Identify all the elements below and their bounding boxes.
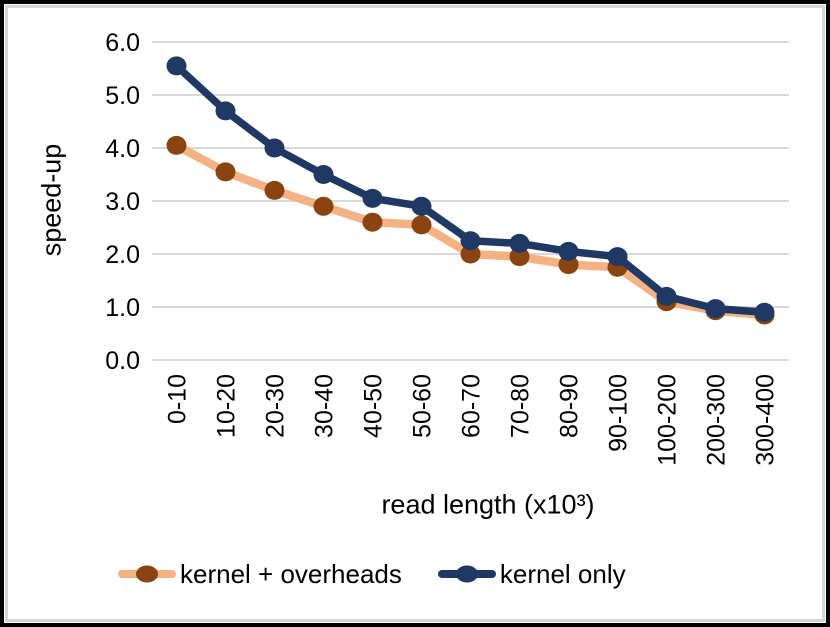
svg-text:40-50: 40-50 [360, 374, 388, 438]
data-point [411, 215, 432, 235]
svg-text:20-30: 20-30 [262, 374, 290, 438]
svg-text:10-20: 10-20 [213, 374, 241, 438]
legend-item-kernel-overheads: kernel + overheads [118, 559, 402, 590]
data-point [705, 299, 726, 319]
svg-text:200-300: 200-300 [703, 374, 731, 466]
data-point [558, 241, 579, 261]
data-point [509, 247, 530, 267]
data-point [460, 231, 481, 251]
svg-text:0.0: 0.0 [105, 347, 140, 375]
data-point [313, 196, 334, 216]
svg-text:0-10: 0-10 [164, 374, 192, 424]
svg-text:100-200: 100-200 [654, 374, 682, 466]
legend-item-kernel-only: kernel only [437, 558, 626, 590]
data-point [607, 247, 628, 267]
svg-text:6.0: 6.0 [105, 29, 140, 57]
y-axis-title: speed-up [36, 143, 67, 257]
data-point [754, 302, 775, 322]
svg-text:90-100: 90-100 [605, 374, 633, 452]
legend-label-kernel-overheads: kernel + overheads [180, 558, 402, 589]
legend-swatch-kernel-overheads-icon [118, 564, 176, 584]
series-kernel-only [166, 56, 775, 322]
data-point [411, 196, 432, 216]
svg-text:50-60: 50-60 [409, 374, 437, 438]
data-point [313, 165, 334, 184]
data-point [509, 233, 530, 253]
data-point [215, 101, 236, 121]
svg-text:3.0: 3.0 [105, 188, 140, 216]
data-point [656, 286, 677, 306]
series-kernel-overheads [166, 135, 775, 325]
data-point [166, 135, 187, 155]
svg-text:70-80: 70-80 [507, 374, 535, 438]
data-point [215, 162, 236, 182]
legend-dot-sample-icon [455, 565, 478, 583]
svg-text:300-400: 300-400 [752, 374, 780, 466]
svg-text:2.0: 2.0 [105, 241, 140, 269]
data-point [166, 56, 187, 76]
legend-dot-sample-icon [136, 565, 158, 583]
data-point [558, 255, 579, 275]
svg-text:60-70: 60-70 [458, 374, 486, 438]
data-point [264, 180, 285, 200]
x-axis-tick-labels: 0-10 10-20 20-30 30-40 40-50 50-60 60-70 70-80 8… [164, 374, 780, 466]
data-point [264, 138, 285, 158]
svg-text:4.0: 4.0 [105, 135, 140, 163]
svg-text:1.0: 1.0 [105, 294, 140, 322]
data-point [362, 188, 383, 208]
data-point [362, 212, 383, 232]
x-axis-title: read length (x10³) [381, 489, 595, 520]
svg-text:30-40: 30-40 [311, 374, 339, 438]
svg-text:5.0: 5.0 [105, 82, 140, 110]
y-axis-tick-labels: 0.0 1.0 2.0 3.0 4.0 5.0 6.0 [105, 29, 140, 375]
legend: kernel + overheads kernel only [118, 552, 626, 596]
legend-label-kernel-only: kernel only [499, 558, 626, 589]
data-point [460, 244, 481, 264]
gridlines [152, 41, 789, 361]
svg-text:80-90: 80-90 [556, 374, 584, 438]
legend-swatch-kernel-only-icon [437, 564, 496, 584]
